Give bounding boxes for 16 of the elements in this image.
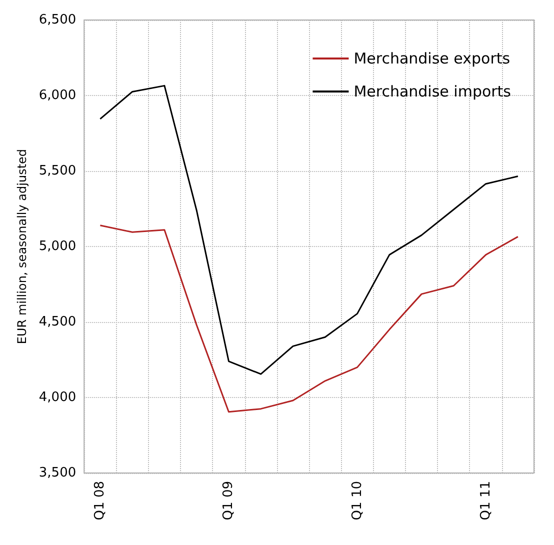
x-tick-label: Q1 11 (478, 481, 494, 520)
x-tick-label: Q1 09 (221, 481, 236, 520)
line-series (99, 84, 519, 375)
line-series (99, 224, 519, 413)
y-tick-label: 4,500 (38, 314, 76, 330)
y-tick-label: 5,500 (38, 164, 76, 178)
y-tick-label: 6,000 (38, 88, 76, 103)
y-axis-title: EUR million, seasonally adjusted (15, 148, 29, 344)
x-tick-label: Q1 08 (92, 481, 108, 520)
y-tick-label: 5,000 (38, 239, 76, 254)
legend-label: Merchandise imports (354, 82, 512, 100)
legend-label: Merchandise exports (354, 50, 510, 68)
y-tick-label: 6,500 (38, 12, 76, 28)
y-tick-label: 4,000 (38, 390, 76, 405)
x-tick-label: Q1 10 (350, 481, 365, 520)
y-tick-label: 3,500 (38, 466, 76, 480)
